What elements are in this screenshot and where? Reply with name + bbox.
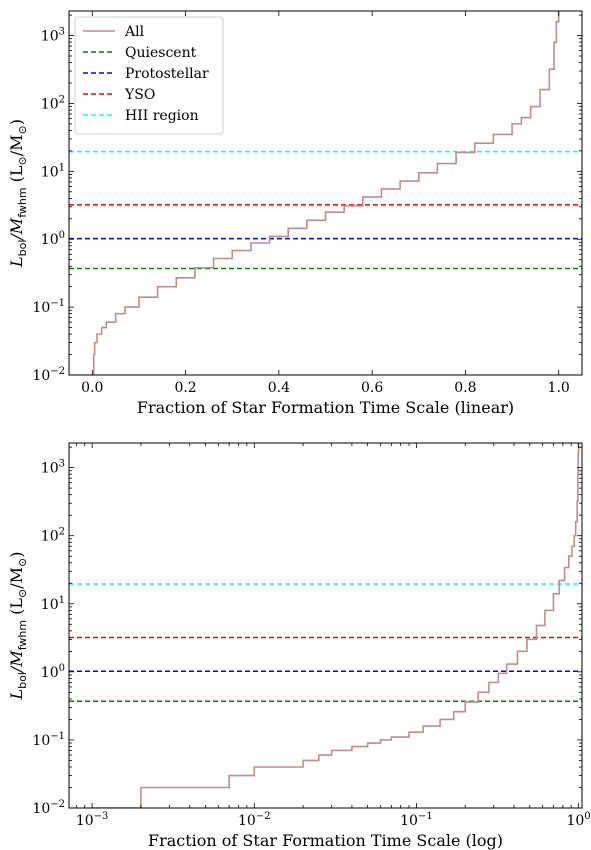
y-tick-base: 10 — [41, 164, 59, 180]
y-tick-exponent: 0 — [59, 230, 65, 241]
y-label-unit: /M — [7, 567, 26, 589]
y-tick-label: 10−2 — [32, 366, 65, 384]
y-label-sub-bol: bol — [16, 672, 29, 689]
y-label-sun-symbol: ⊙ — [16, 125, 29, 134]
plot-area — [69, 11, 582, 375]
axes-frame — [68, 442, 583, 809]
y-label-m: /M — [7, 217, 26, 241]
series-line-all — [91, 443, 580, 808]
y-tick-base: 10 — [41, 461, 59, 477]
y-tick-label: 100 — [41, 663, 65, 681]
y-label-sun-symbol: ⊙ — [16, 589, 29, 598]
y-tick-label: 101 — [41, 162, 65, 180]
y-tick-label: 102 — [41, 94, 65, 112]
y-tick-exponent: 1 — [59, 595, 65, 606]
y-tick-label: 103 — [41, 459, 65, 477]
y-tick-base: 10 — [41, 529, 59, 545]
y-label-unit: ) — [7, 552, 26, 558]
y-tick-exponent: 1 — [59, 162, 65, 173]
y-tick-label: 102 — [41, 527, 65, 545]
x-tick-exponent: 0 — [584, 811, 590, 822]
x-tick-exponent: −3 — [94, 811, 109, 822]
y-tick-exponent: 3 — [59, 459, 65, 470]
legend-box — [74, 16, 224, 135]
y-tick-base: 10 — [41, 96, 59, 112]
y-tick-label: 103 — [41, 27, 65, 45]
x-axis: 10−3 10−2 10−1 100 — [76, 443, 591, 829]
x-tick-label: 100 — [566, 811, 590, 829]
y-label-unit: (L — [7, 598, 26, 620]
y-label-unit: (L — [7, 165, 26, 187]
axes-frame — [68, 10, 583, 376]
x-tick-label: 10−1 — [400, 811, 433, 829]
y-label-sub-fwhm: fwhm — [16, 620, 29, 650]
x-axis: 0.0 0.2 0.4 0.6 0.8 1.0 — [81, 11, 570, 396]
y-label-unit: ) — [7, 119, 26, 125]
y-axis-label: Lbol/Mfwhm (L⊙/M⊙) — [7, 552, 29, 701]
x-tick-exponent: −2 — [256, 811, 271, 822]
y-label-sun-symbol: ⊙ — [16, 558, 29, 567]
y-tick-base: 10 — [41, 597, 59, 613]
series-line-all — [91, 11, 560, 375]
legend-label: Protostellar — [125, 66, 209, 82]
y-label-l: L — [7, 689, 26, 701]
y-tick-exponent: 0 — [59, 663, 65, 674]
y-tick-base: 10 — [41, 665, 59, 681]
x-tick-base: 10 — [76, 813, 94, 829]
y-tick-exponent: −2 — [50, 799, 65, 810]
y-tick-label: 100 — [41, 230, 65, 248]
y-tick-exponent: 3 — [59, 27, 65, 38]
x-axis-label: Fraction of Star Formation Time Scale (l… — [148, 831, 503, 850]
x-tick-label: 1.0 — [548, 380, 570, 396]
x-tick-label: 0.6 — [361, 380, 383, 396]
y-tick-exponent: 2 — [59, 94, 65, 105]
x-tick-base: 10 — [400, 813, 418, 829]
y-tick-base: 10 — [32, 368, 50, 384]
y-label-sub-bol: bol — [16, 240, 29, 257]
x-tick-label: 0.4 — [268, 380, 290, 396]
x-axis-label: Fraction of Star Formation Time Scale (l… — [137, 398, 514, 417]
legend-label: HII region — [125, 108, 199, 124]
y-label-l: L — [7, 256, 26, 268]
y-tick-exponent: 2 — [59, 527, 65, 538]
y-tick-base: 10 — [32, 801, 50, 817]
x-tick-label: 0.2 — [174, 380, 196, 396]
legend-label: All — [124, 24, 145, 40]
y-tick-exponent: −1 — [50, 731, 65, 742]
legend-label: YSO — [124, 87, 155, 103]
legend-label: Quiescent — [125, 45, 197, 61]
x-tick-label: 10−3 — [76, 811, 109, 829]
x-tick-label: 0.0 — [81, 380, 103, 396]
y-label-sun-symbol: ⊙ — [16, 156, 29, 165]
y-tick-exponent: −2 — [50, 366, 65, 377]
y-tick-label: 101 — [41, 595, 65, 613]
y-tick-base: 10 — [41, 29, 59, 45]
y-label-unit: /M — [7, 134, 26, 156]
x-tick-label: 10−2 — [238, 811, 271, 829]
y-label-sub-fwhm: fwhm — [16, 187, 29, 217]
y-label-m: /M — [7, 650, 26, 674]
x-tick-base: 10 — [238, 813, 256, 829]
y-tick-base: 10 — [41, 232, 59, 248]
x-tick-base: 10 — [566, 813, 584, 829]
y-tick-base: 10 — [32, 300, 50, 316]
y-tick-label: 10−2 — [32, 799, 65, 817]
x-tick-label: 0.8 — [454, 380, 476, 396]
legend: All Quiescent Protostellar YSO HII region — [74, 16, 224, 135]
y-tick-label: 10−1 — [32, 731, 65, 749]
y-tick-exponent: −1 — [50, 298, 65, 309]
y-axis-label: Lbol/Mfwhm (L⊙/M⊙) — [7, 119, 29, 268]
y-tick-label: 10−1 — [32, 298, 65, 316]
plot-area — [69, 443, 582, 808]
x-tick-exponent: −1 — [418, 811, 433, 822]
y-tick-base: 10 — [32, 733, 50, 749]
